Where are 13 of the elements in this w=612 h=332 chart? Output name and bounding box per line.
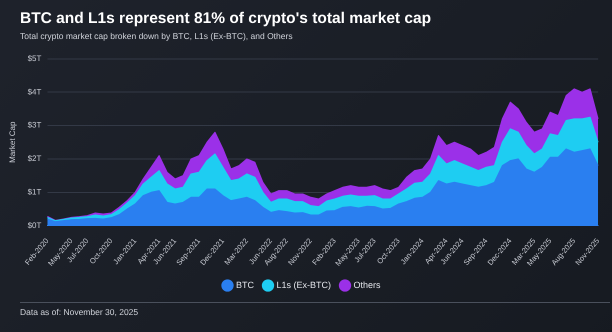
y-tick-label: $2T <box>28 154 42 164</box>
chart-title: BTC and L1s represent 81% of crypto's total market cap <box>20 10 432 28</box>
y-tick-label: $5T <box>28 54 42 64</box>
legend-label: L1s (Ex-BTC) <box>276 280 332 290</box>
y-tick-label: $3T <box>28 120 42 130</box>
text: Data as of: November 30, 2025 <box>20 307 138 317</box>
y-tick-label: $0T <box>28 220 42 230</box>
y-tick-label: $4T <box>28 87 42 96</box>
chart-subtitle: Total crypto market cap broken down by BTC, L1s (Ex-BTC), and Others <box>20 31 293 41</box>
y-tick-label: $1T <box>28 187 42 196</box>
y-axis-title: Market Cap <box>8 121 18 163</box>
legend-label: BTC <box>236 280 254 290</box>
legend-label: Others <box>354 280 382 290</box>
